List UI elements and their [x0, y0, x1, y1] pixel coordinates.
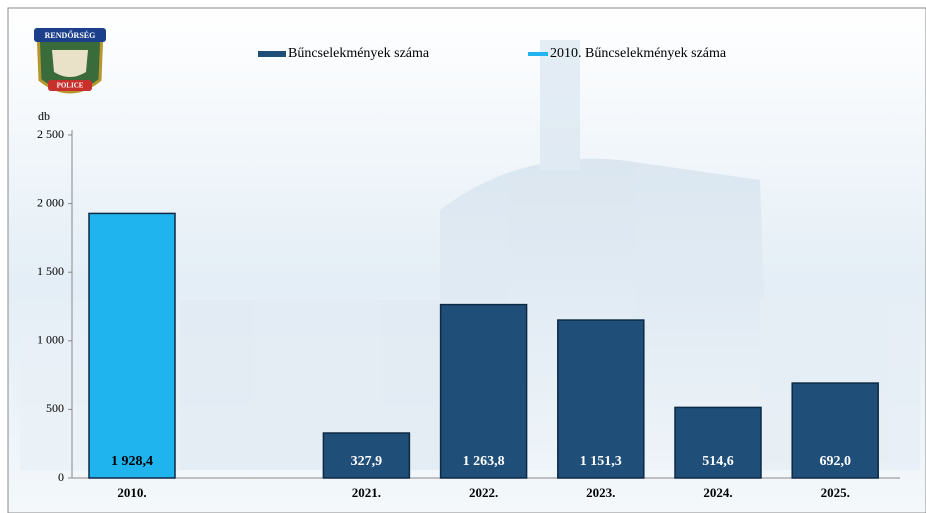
x-tick-label: 2022.	[469, 485, 498, 500]
x-tick-label: 2023.	[586, 485, 615, 500]
x-tick-label: 2025.	[821, 485, 850, 500]
x-tick-label: 2010.	[117, 485, 146, 500]
y-tick-label: 2 000	[37, 195, 64, 209]
y-tick-label: 0	[58, 470, 64, 484]
x-tick-label: 2021.	[352, 485, 381, 500]
logo: RENDŐRSÉG POLICE	[34, 28, 106, 92]
x-tick-label: 2024.	[703, 485, 732, 500]
y-tick-label: 500	[46, 401, 64, 415]
chart: RENDŐRSÉG POLICE db 0 500 1 000 1 500 2 000 2…	[0, 0, 926, 513]
value-label: 514,6	[702, 454, 734, 469]
legend-label: 2010. Bűncselekmények száma	[550, 46, 727, 61]
bar	[89, 213, 175, 478]
legend-marker	[258, 51, 286, 57]
y-axis-label: db	[38, 109, 50, 123]
y-tick-label: 1 000	[37, 333, 64, 347]
value-label: 1 928,4	[111, 454, 153, 469]
y-tick-label: 1 500	[37, 264, 64, 278]
value-label: 692,0	[819, 454, 851, 469]
value-label: 1 263,8	[463, 454, 505, 469]
logo-text: POLICE	[57, 82, 84, 90]
logo-text: RENDŐRSÉG	[45, 30, 96, 40]
y-tick-label: 2 500	[37, 127, 64, 141]
value-label: 327,9	[351, 454, 383, 469]
value-label: 1 151,3	[580, 454, 622, 469]
legend-label: Bűncselekmények száma	[288, 46, 430, 61]
bar	[441, 305, 527, 478]
